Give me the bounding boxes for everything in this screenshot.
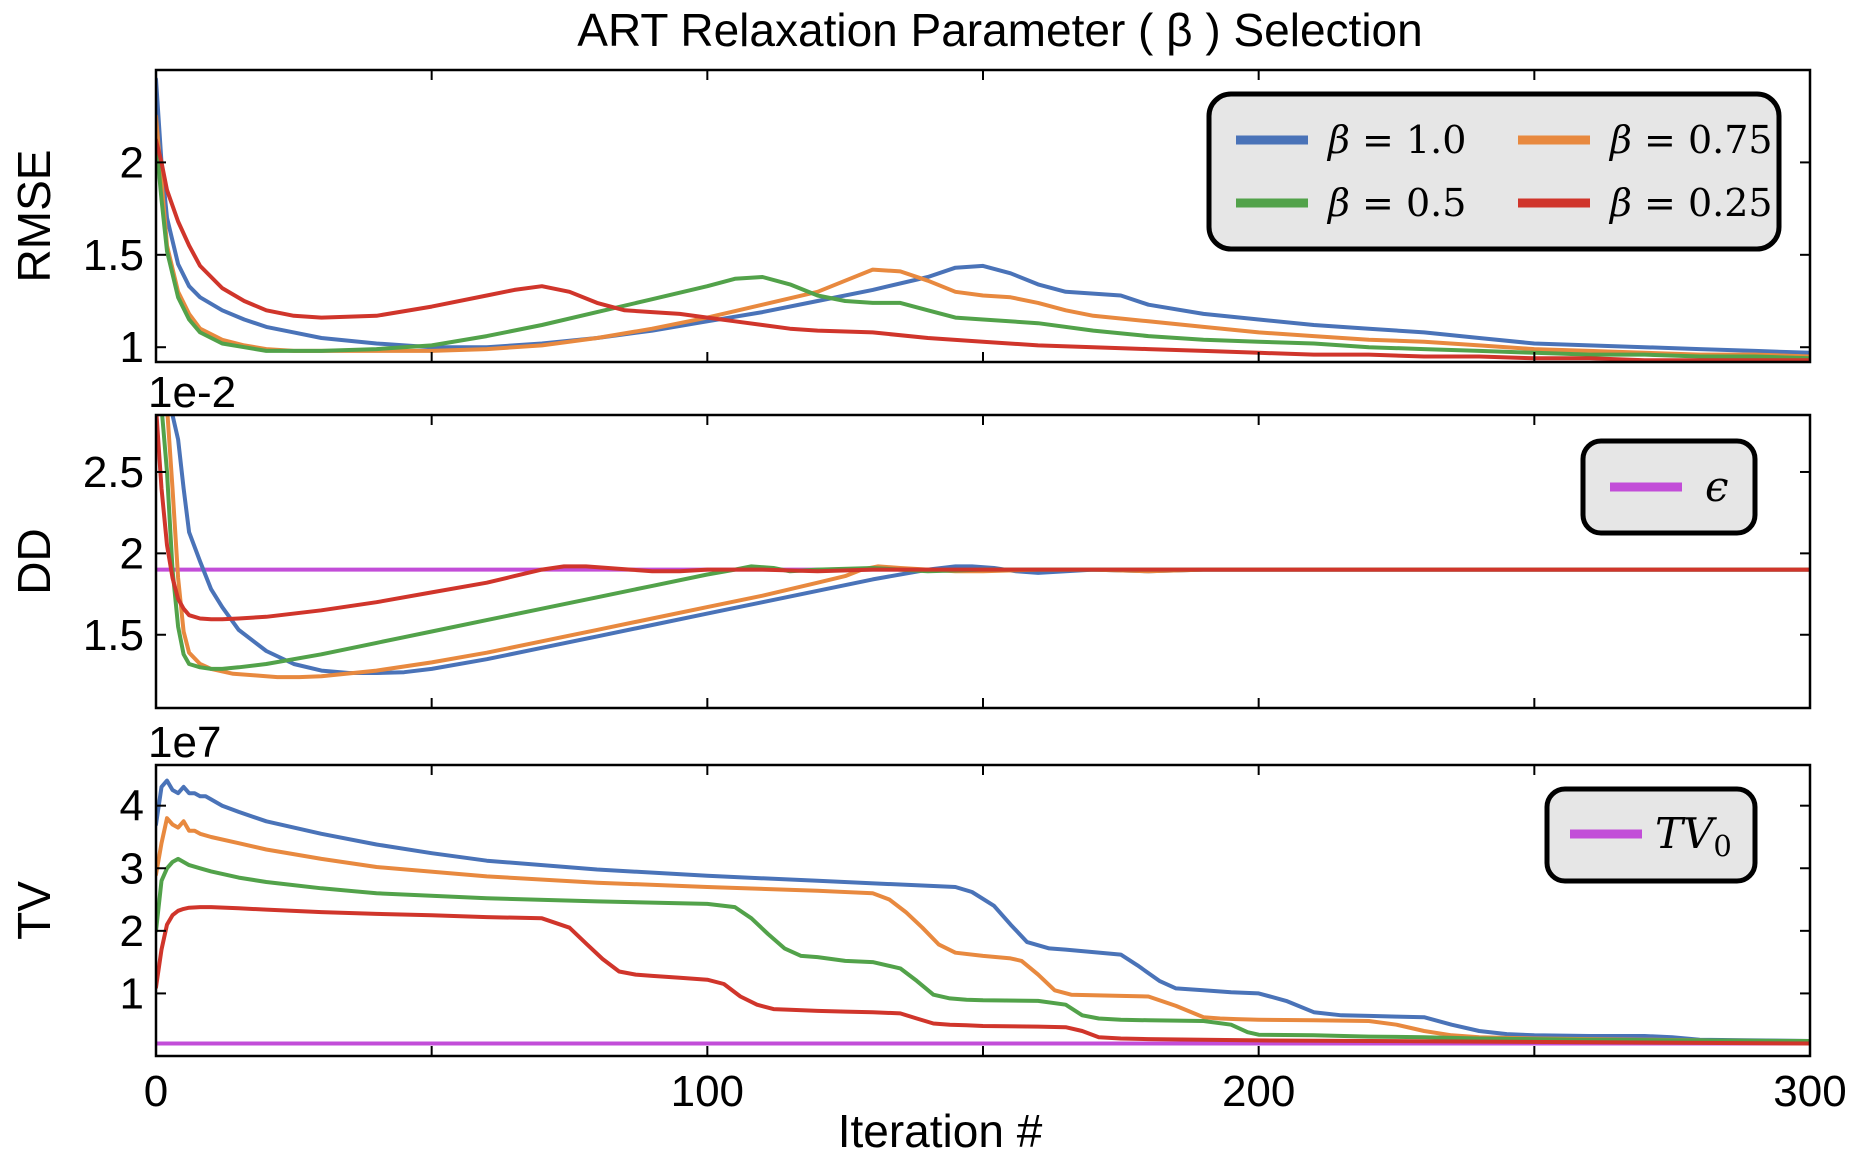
y-axis-label: RMSE — [8, 150, 60, 283]
x-tick-label: 0 — [144, 1067, 168, 1116]
series-line-beta_1-0 — [156, 778, 1810, 1043]
series-line-beta_0-25 — [156, 905, 1810, 1046]
y-tick-label: 4 — [120, 782, 144, 831]
y-axis-label: DD — [8, 528, 60, 594]
series-line-beta_0-5 — [156, 856, 1810, 1043]
panel-tv: 0 100 200 300 1 2 3 4 TV 1e7 TV0 — [8, 718, 1847, 1116]
y-tick-label: 2 — [120, 907, 144, 956]
legend-label: β = 0.25 — [1608, 181, 1773, 225]
series-line-beta_1-0 — [170, 415, 1810, 675]
series-line-beta_0-25 — [156, 138, 1810, 362]
y-axis-label: TV — [8, 881, 60, 940]
series-line-beta_0-5 — [156, 138, 1810, 361]
legend: ϵ — [1580, 438, 1758, 536]
panel-rmse: 1 1.5 2 RMSE β = 1.0 β = 0.75 β = 0.5 β = 0.25 — [8, 68, 1812, 372]
legend-box — [1544, 786, 1758, 884]
legend-label: β = 0.5 — [1326, 181, 1466, 225]
x-axis-label: Iteration # — [838, 1105, 1043, 1156]
y-tick-label: 2 — [120, 529, 144, 578]
y-tick-label: 3 — [120, 844, 144, 893]
series-line-beta_0-25 — [156, 415, 1810, 622]
plot-frame — [154, 413, 1812, 710]
y-tick-label: 1.5 — [83, 231, 144, 280]
legend-label: β = 0.75 — [1608, 118, 1773, 162]
axis-offset-label: 1e7 — [148, 718, 221, 767]
y-tick-label: 1 — [120, 323, 144, 372]
legend-label: ϵ — [1705, 462, 1729, 511]
legend: β = 1.0 β = 0.75 β = 0.5 β = 0.25 — [1206, 91, 1782, 252]
legend: TV0 — [1544, 786, 1758, 884]
figure-title: ART Relaxation Parameter ( β ) Selection — [577, 4, 1422, 56]
y-tick-label: 1.5 — [83, 611, 144, 660]
series-line-beta_0-75 — [156, 816, 1810, 1044]
y-tick-label: 2 — [120, 138, 144, 187]
x-tick-label: 100 — [671, 1067, 744, 1116]
legend-label: TV0 — [1655, 809, 1732, 863]
y-tick-label: 2.5 — [83, 448, 144, 497]
y-tick-label: 1 — [120, 969, 144, 1018]
series-line-beta_1-0 — [156, 77, 1810, 355]
axis-offset-label: 1e-2 — [148, 368, 236, 417]
panel-dd: 1.5 2 2.5 DD 1e-2 ϵ — [8, 368, 1812, 710]
x-tick-label: 200 — [1222, 1067, 1295, 1116]
legend-box — [1206, 91, 1782, 252]
series-line-beta_0-5 — [160, 415, 1810, 671]
legend-label: β = 1.0 — [1326, 118, 1466, 162]
x-tick-label: 300 — [1773, 1067, 1846, 1116]
